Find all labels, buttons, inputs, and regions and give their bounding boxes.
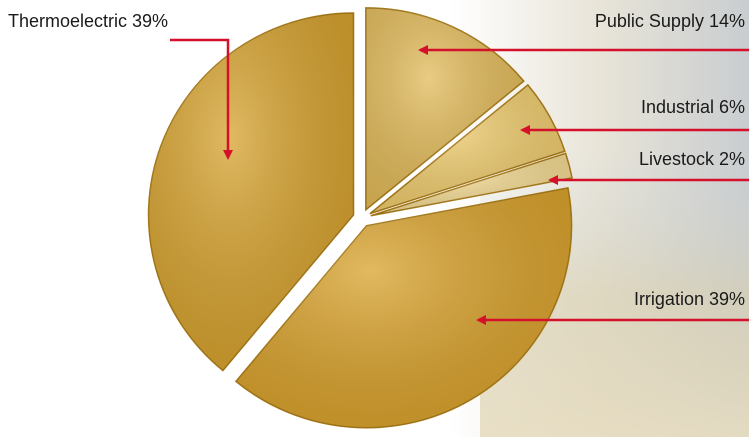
slice-name: Public Supply [595, 11, 704, 31]
slice-value: 6% [719, 97, 745, 117]
slice-label: Public Supply 14% [595, 11, 745, 31]
slice-label: Irrigation 39% [634, 289, 745, 309]
slice-name: Livestock [639, 149, 715, 169]
slice-shading [235, 187, 572, 428]
slice-value: 2% [719, 149, 745, 169]
slice-name: Industrial [641, 97, 714, 117]
slice-shading [370, 153, 573, 216]
slice-label: Livestock 2% [639, 149, 745, 169]
slice-value: 14% [709, 11, 745, 31]
slice-value: 39% [132, 11, 168, 31]
slice-name: Thermoelectric [8, 11, 127, 31]
slice-shading [148, 12, 354, 371]
slice-shading [369, 84, 565, 214]
pie [147, 7, 573, 429]
slice-value: 39% [709, 289, 745, 309]
slice-label: Industrial 6% [641, 97, 745, 117]
labels: Public Supply 14% Industrial 6% Livestock 2% I… [8, 11, 749, 325]
slice-shading [365, 7, 524, 210]
slice-label: Thermoelectric 39% [8, 11, 168, 31]
slice-name: Irrigation [634, 289, 704, 309]
callout-arrow [170, 38, 233, 160]
